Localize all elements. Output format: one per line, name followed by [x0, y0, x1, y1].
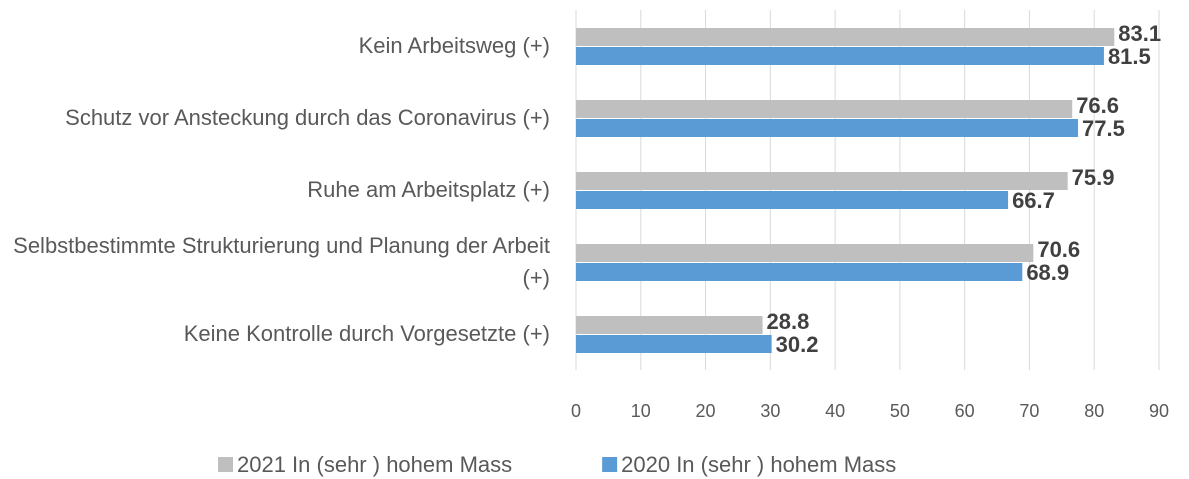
- category-label: Kein Arbeitsweg (+): [358, 33, 550, 58]
- x-tick-label: 70: [1019, 401, 1039, 421]
- bar: [576, 100, 1073, 118]
- value-label: 68.9: [1026, 260, 1069, 285]
- x-tick-label: 20: [696, 401, 716, 421]
- value-label: 77.5: [1082, 116, 1125, 141]
- category-label: Ruhe am Arbeitsplatz (+): [307, 177, 550, 202]
- value-label: 28.8: [767, 309, 810, 334]
- x-tick-label: 90: [1149, 401, 1169, 421]
- bar: [576, 244, 1034, 262]
- bar: [576, 263, 1023, 281]
- category-label: Selbstbestimmte Strukturierung und Planu…: [13, 233, 550, 290]
- legend-swatch: [602, 457, 618, 472]
- legend-label: 2021 In (sehr ) hohem Mass: [237, 452, 512, 477]
- value-label: 30.2: [776, 332, 819, 357]
- x-tick-label: 0: [571, 401, 581, 421]
- category-label: Schutz vor Ansteckung durch das Coronavi…: [65, 105, 550, 130]
- bar: [576, 316, 763, 334]
- value-label: 70.6: [1037, 237, 1080, 262]
- value-label: 83.1: [1118, 21, 1161, 46]
- value-label: 76.6: [1076, 93, 1119, 118]
- bar: [576, 28, 1115, 46]
- x-tick-label: 40: [825, 401, 845, 421]
- bar: [576, 119, 1079, 137]
- x-tick-label: 80: [1084, 401, 1104, 421]
- bar: [576, 172, 1068, 190]
- value-label: 81.5: [1108, 44, 1151, 69]
- x-tick-label: 60: [955, 401, 975, 421]
- x-tick-label: 30: [760, 401, 780, 421]
- category-label: Keine Kontrolle durch Vorgesetzte (+): [183, 321, 550, 346]
- value-label: 66.7: [1012, 188, 1055, 213]
- bar: [576, 335, 772, 353]
- x-tick-label: 50: [890, 401, 910, 421]
- bar: [576, 47, 1104, 65]
- legend-label: 2020 In (sehr ) hohem Mass: [621, 452, 896, 477]
- bar: [576, 191, 1009, 209]
- legend-swatch: [218, 457, 233, 472]
- x-tick-label: 10: [631, 401, 651, 421]
- value-label: 75.9: [1072, 165, 1115, 190]
